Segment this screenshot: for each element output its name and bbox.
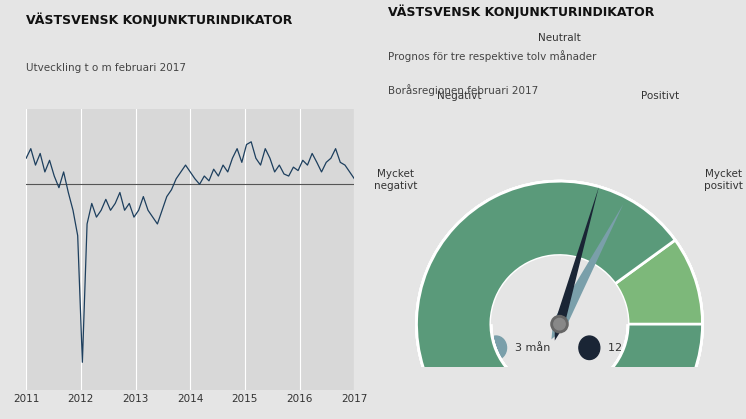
Text: Mycket
positivt: Mycket positivt (704, 169, 743, 191)
Wedge shape (491, 256, 628, 324)
Text: 12 mån: 12 mån (608, 343, 651, 353)
Text: Positivt: Positivt (641, 91, 680, 101)
Text: Negativt: Negativt (436, 91, 481, 101)
Circle shape (554, 318, 565, 330)
Polygon shape (551, 204, 623, 339)
Text: Prognos för tre respektive tolv månader: Prognos för tre respektive tolv månader (388, 50, 596, 62)
Wedge shape (416, 181, 703, 419)
Wedge shape (416, 181, 703, 419)
Polygon shape (555, 187, 599, 341)
Text: VÄSTSVENSK KONJUNKTURINDIKATOR: VÄSTSVENSK KONJUNKTURINDIKATOR (26, 13, 292, 27)
Text: VÄSTSVENSK KONJUNKTURINDIKATOR: VÄSTSVENSK KONJUNKTURINDIKATOR (388, 4, 654, 19)
Text: Mycket
negativt: Mycket negativt (374, 169, 417, 191)
Text: Boråsregionen februari 2017: Boråsregionen februari 2017 (388, 84, 538, 96)
Wedge shape (416, 181, 703, 419)
Wedge shape (416, 181, 703, 419)
Circle shape (551, 316, 568, 333)
Text: 3 mån: 3 mån (515, 343, 550, 353)
Text: Utveckling t o m februari 2017: Utveckling t o m februari 2017 (26, 63, 186, 73)
Circle shape (486, 336, 507, 360)
Text: Neutralt: Neutralt (538, 33, 581, 43)
Wedge shape (416, 188, 703, 419)
Circle shape (579, 336, 600, 360)
